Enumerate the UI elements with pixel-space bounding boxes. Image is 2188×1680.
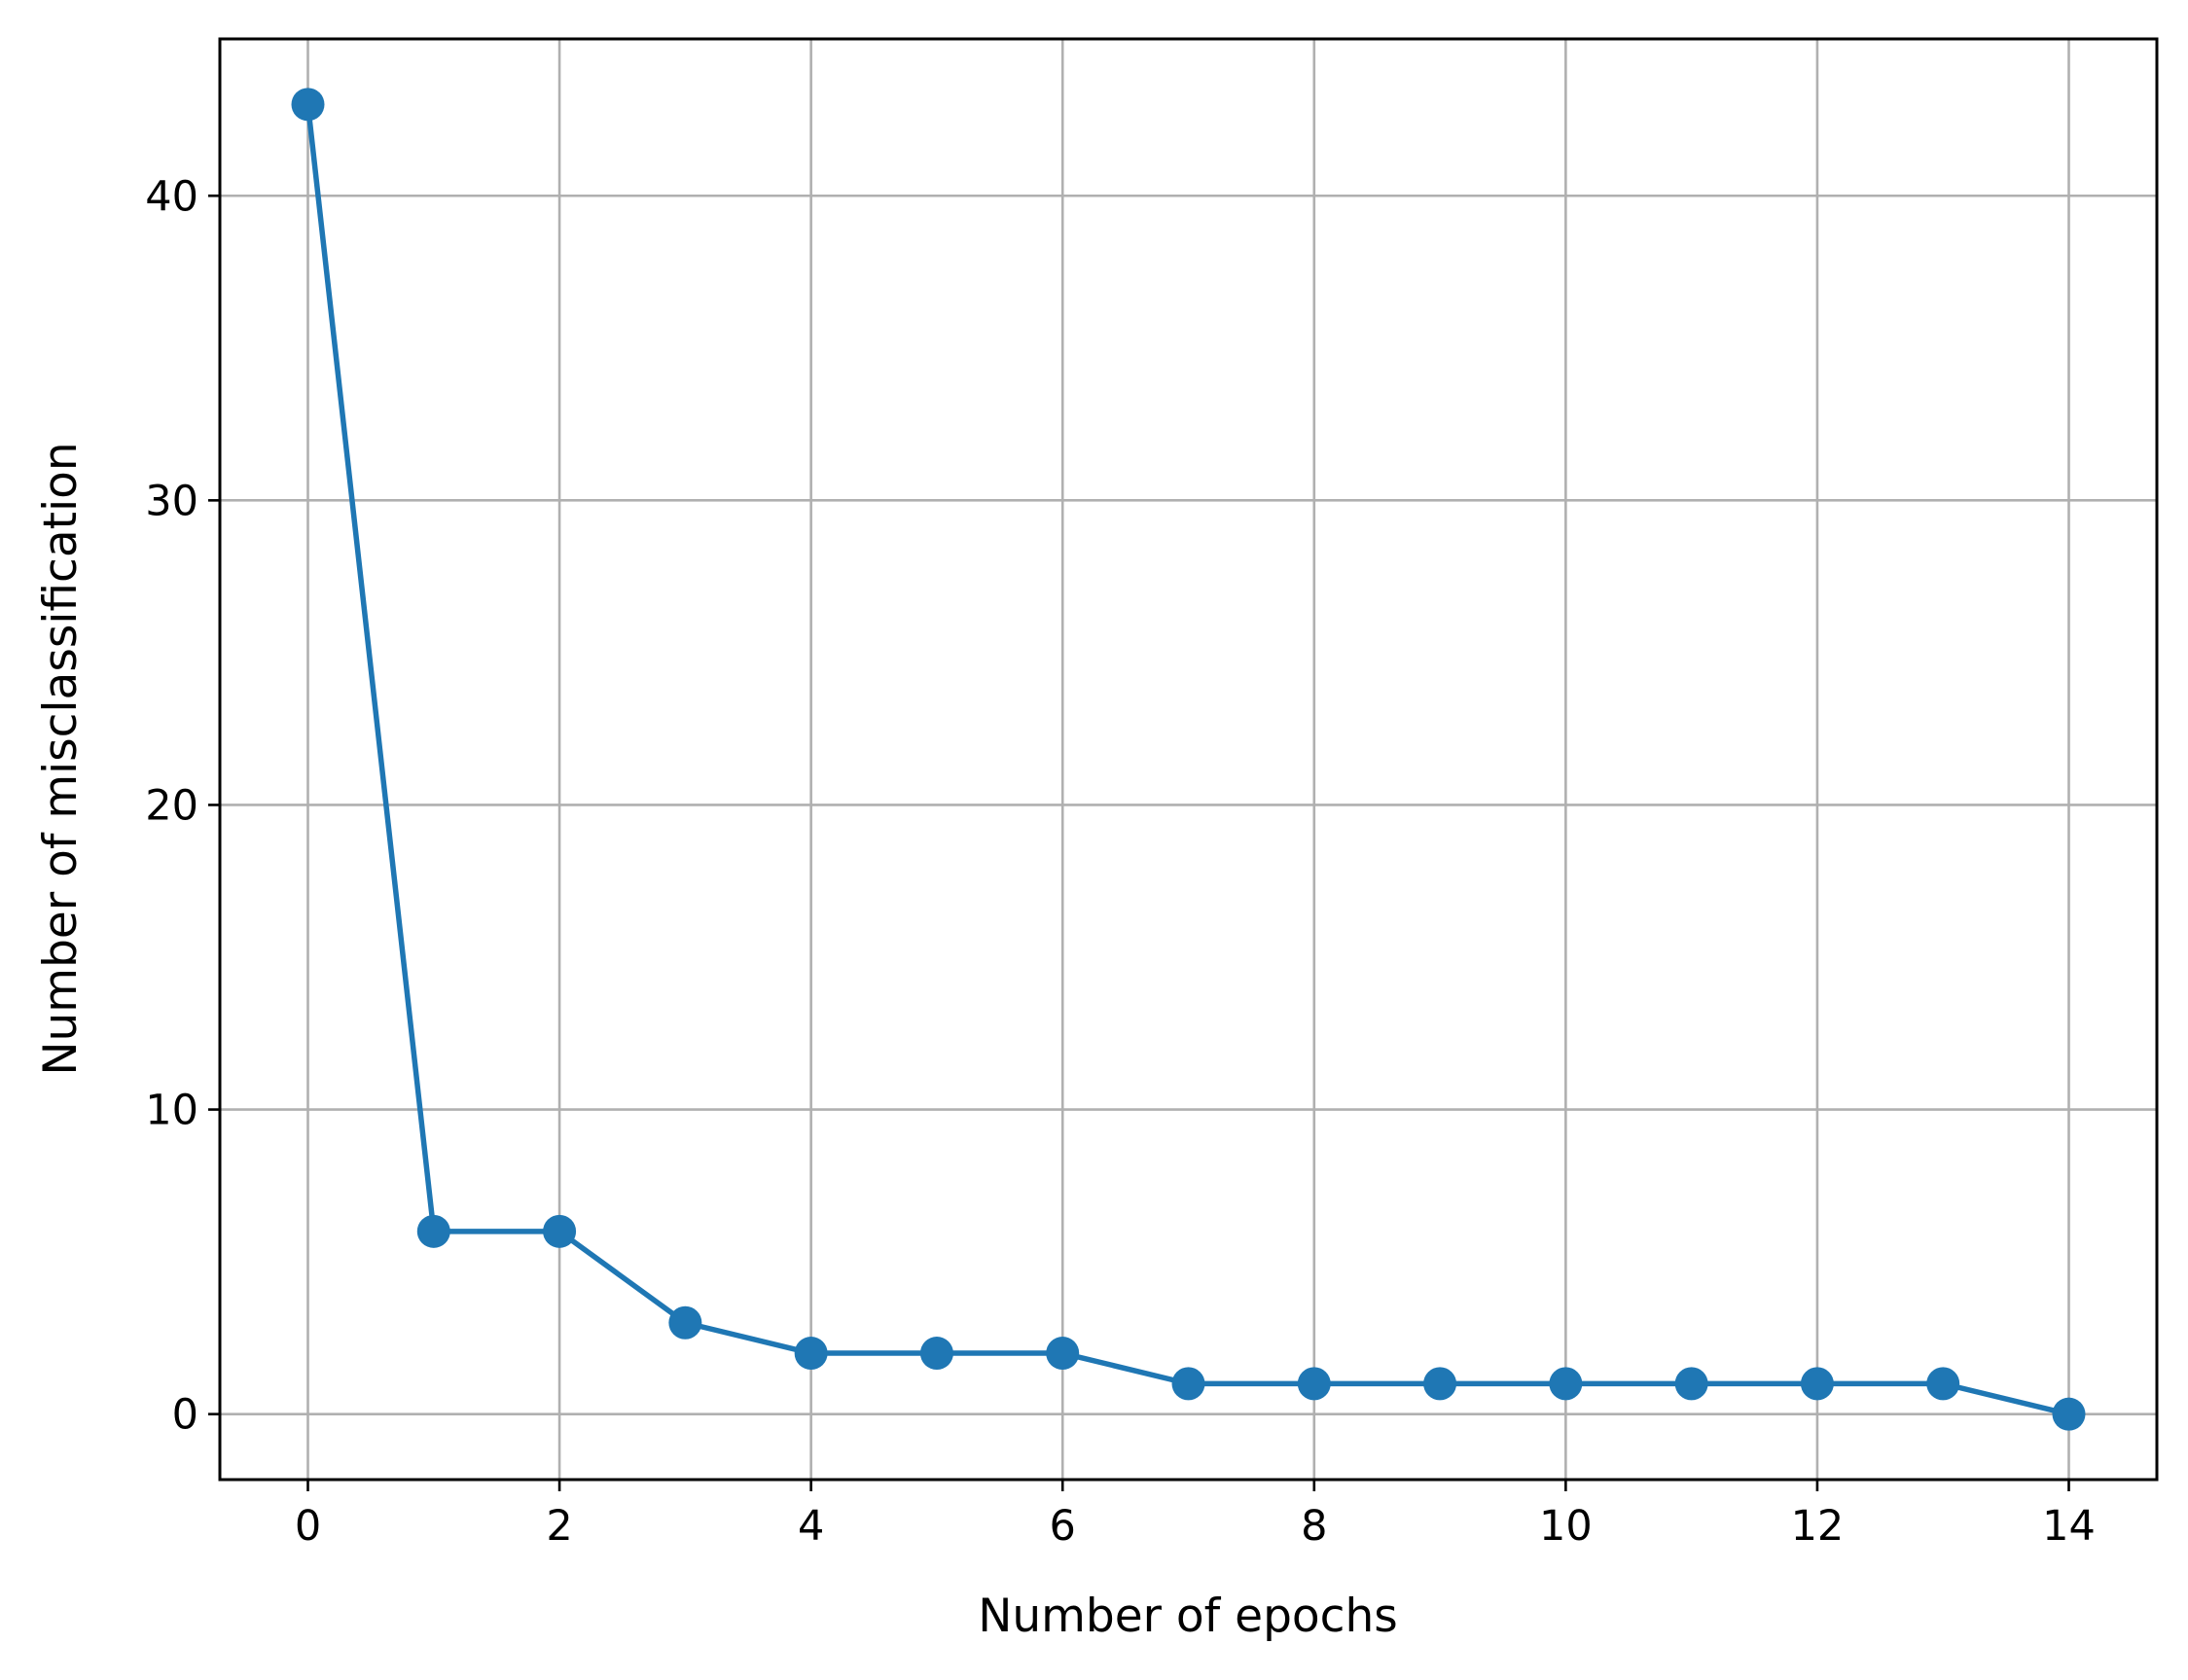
data-point [1423, 1367, 1457, 1401]
data-point [543, 1214, 577, 1248]
data-point [1926, 1367, 1960, 1401]
data-point [1674, 1367, 1708, 1401]
x-tick-label: 10 [1539, 1502, 1593, 1551]
y-tick-label: 20 [145, 781, 198, 830]
x-axis-ticks: 0 2 4 6 8 10 12 14 [295, 1480, 2096, 1551]
x-tick-label: 6 [1050, 1502, 1076, 1551]
data-point [919, 1337, 953, 1371]
x-tick-label: 0 [295, 1502, 321, 1551]
data-point [668, 1305, 702, 1340]
data-point [1800, 1367, 1834, 1401]
data-point [1297, 1367, 1331, 1401]
data-point [1046, 1337, 1080, 1371]
x-tick-label: 8 [1301, 1502, 1327, 1551]
y-tick-label: 0 [172, 1391, 198, 1440]
data-point [794, 1337, 828, 1371]
y-tick-label: 40 [145, 172, 198, 221]
grid-lines [220, 39, 2157, 1480]
data-point [2052, 1397, 2086, 1431]
data-point [1171, 1367, 1205, 1401]
x-tick-label: 2 [546, 1502, 572, 1551]
y-tick-label: 30 [145, 477, 198, 525]
y-axis-label: Number of misclassification [34, 442, 88, 1075]
x-tick-label: 14 [2042, 1502, 2096, 1551]
x-tick-label: 4 [798, 1502, 824, 1551]
data-point [291, 88, 325, 122]
data-point [416, 1214, 450, 1248]
plot-frame [218, 37, 2159, 1482]
x-axis-label: Number of epochs [978, 1590, 1398, 1643]
y-tick-label: 10 [145, 1087, 198, 1135]
data-point [1549, 1367, 1583, 1401]
y-axis-ticks: 0 10 20 30 40 [145, 172, 220, 1440]
series-line [305, 104, 2070, 1417]
series-misclassification [291, 88, 2086, 1431]
x-tick-label: 12 [1791, 1502, 1845, 1551]
